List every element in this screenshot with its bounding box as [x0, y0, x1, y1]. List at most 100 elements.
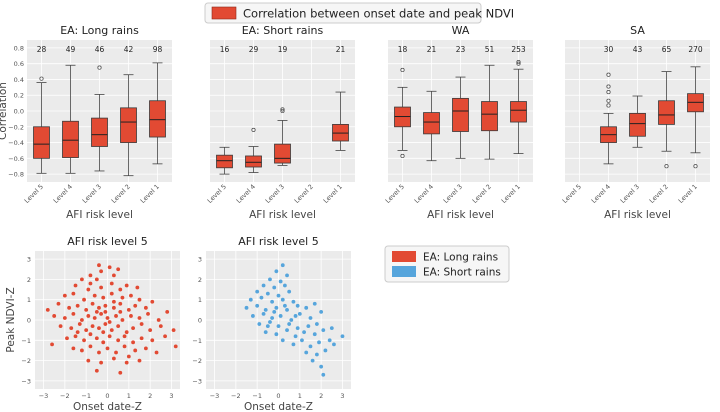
scatter-point: [88, 332, 93, 337]
scatter-point: [321, 328, 326, 333]
scatter-point: [86, 314, 91, 318]
scatter-point: [146, 312, 150, 316]
scatter-point: [137, 358, 142, 363]
scatter-point: [137, 297, 142, 302]
box-iqr: [245, 155, 262, 168]
scatter-point: [99, 312, 104, 316]
scatter-point: [308, 344, 313, 349]
scatter-point: [251, 314, 255, 318]
scatter-point: [103, 303, 108, 308]
scatter-point: [50, 342, 54, 347]
scatter-point: [111, 305, 116, 310]
x-tick-label: −1: [252, 392, 262, 400]
scatter-point: [137, 316, 142, 320]
scatter-point: [62, 316, 67, 320]
box-iqr: [423, 112, 440, 135]
x-tick-label: Level 2: [293, 183, 315, 205]
scatter-point: [101, 330, 106, 335]
scatter-point: [82, 338, 86, 343]
sample-count: 51: [485, 45, 495, 54]
x-tick-label: Level 3: [619, 183, 641, 205]
scatter-point: [158, 324, 163, 328]
scatter-point: [105, 316, 110, 320]
x-tick-label: Level 4: [52, 183, 74, 205]
scatter-point: [107, 320, 112, 324]
y-axis-label: Peak NDVI-Z: [5, 287, 17, 352]
sample-count: 16: [220, 45, 230, 54]
scatter-point: [58, 324, 63, 328]
scatter-point: [297, 312, 302, 316]
scatter-point: [261, 312, 266, 316]
box-iqr: [33, 126, 50, 159]
scatter-point: [287, 289, 292, 294]
scatter-point: [278, 314, 283, 318]
scatter-point: [75, 330, 80, 335]
y-tick-label: −1: [192, 337, 202, 345]
scatter-point: [84, 307, 89, 312]
scatter-point: [268, 277, 272, 282]
box-iqr: [452, 97, 469, 132]
x-tick-label: Level 5: [384, 183, 406, 205]
scatter-point: [135, 285, 140, 290]
x-axis-label: AFI risk level: [249, 209, 316, 221]
scatter-point: [295, 303, 300, 308]
scatter-point: [143, 305, 148, 310]
y-tick-label: −3: [21, 377, 31, 385]
sample-count: 43: [633, 45, 643, 54]
x-tick-label: 2: [319, 392, 323, 400]
sample-count: 28: [37, 45, 47, 54]
box-4: [481, 64, 498, 160]
scatter-point: [126, 354, 131, 359]
x-tick-label: 0: [105, 392, 109, 400]
top-legend-frame: [204, 2, 482, 24]
scatter-point: [90, 301, 95, 306]
box-iqr: [274, 143, 291, 164]
scatter-point: [150, 299, 155, 304]
sample-count: 29: [249, 45, 259, 54]
scatter-point: [122, 344, 127, 349]
box-3: [452, 76, 469, 159]
scatter-point: [280, 263, 285, 268]
panel-title: EA: Short rains: [242, 24, 324, 37]
scatter-point: [270, 299, 275, 304]
y-tick-label: 0: [198, 317, 202, 325]
scatter-point: [94, 336, 99, 341]
scatter-point: [84, 328, 89, 333]
scatter-point: [88, 273, 93, 278]
x-tick-label: Level 3: [264, 183, 286, 205]
scatter-point: [97, 350, 101, 355]
scatter-point: [165, 309, 170, 314]
scatter-point: [173, 344, 178, 349]
panel-title: SA: [630, 24, 645, 37]
scatter-point: [109, 281, 114, 286]
x-tick-label: −1: [81, 392, 91, 400]
scatter-point: [280, 338, 285, 343]
x-tick-label: Level 4: [235, 183, 257, 205]
scatter-point: [75, 303, 80, 308]
scatter-point: [139, 322, 144, 326]
box-panel-3: WA 18 21 23 51 253 Level 5 Level 4 Level 3 Level …: [384, 24, 533, 221]
scatter-point: [314, 352, 319, 357]
scatter-point: [107, 265, 112, 270]
scatter-point: [99, 360, 104, 365]
outlier-point: [280, 107, 285, 112]
scatter-point: [293, 314, 298, 318]
scatter-point: [129, 293, 133, 298]
scatter-point: [71, 291, 76, 296]
scatter-points: [244, 263, 345, 377]
scatter-point: [109, 291, 114, 296]
scatter-legend: EA: Long rains EA: Short rains: [384, 245, 510, 283]
x-tick-label: Level 3: [81, 183, 103, 205]
outlier-point: [664, 164, 669, 169]
sample-count: 42: [124, 45, 134, 54]
outlier-point: [39, 76, 44, 81]
box-iqr: [629, 112, 646, 137]
y-tick-label: −3: [192, 377, 202, 385]
y-tick-label: 0.6: [14, 60, 24, 68]
scatter-point: [310, 358, 315, 363]
scatter-point: [103, 322, 108, 326]
outlier-point: [693, 164, 698, 169]
x-tick-label: Level 2: [648, 183, 670, 205]
outlier-point: [400, 67, 405, 73]
scatter-point: [101, 340, 106, 345]
